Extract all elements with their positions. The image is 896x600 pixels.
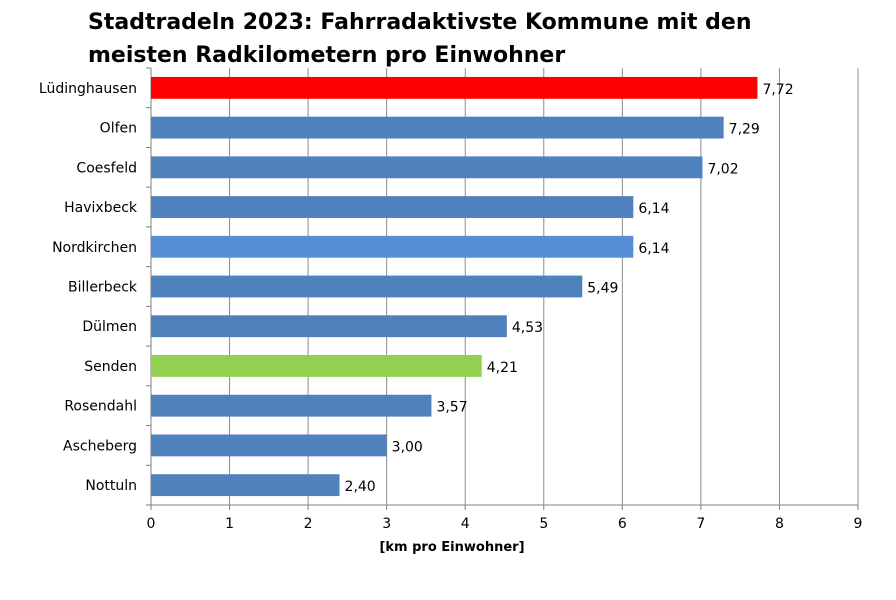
x-tick-label: 7: [696, 516, 705, 532]
x-tick-label: 6: [618, 516, 627, 532]
value-label: 3,00: [392, 439, 423, 455]
x-tick-label: 5: [539, 516, 548, 532]
category-label: Lüdinghausen: [39, 81, 137, 97]
bar: [151, 275, 583, 298]
category-label: Olfen: [100, 121, 137, 137]
category-label: Ascheberg: [63, 438, 137, 454]
value-label: 6,14: [638, 241, 669, 257]
bar: [151, 355, 482, 377]
value-label: 6,14: [638, 201, 669, 217]
category-label: Senden: [84, 359, 137, 375]
bar: [151, 434, 387, 457]
x-tick-label: 4: [461, 516, 470, 532]
category-label: Billerbeck: [68, 280, 138, 296]
value-label: 2,40: [345, 479, 376, 495]
bar: [151, 76, 758, 99]
x-tick-label: 0: [147, 516, 156, 532]
chart-title: Stadtradeln 2023: Fahrradaktivste Kommun…: [88, 10, 752, 68]
category-label: Coesfeld: [76, 160, 137, 176]
value-label: 7,72: [762, 82, 793, 98]
category-label: Nottuln: [85, 478, 137, 494]
x-tick-label: 8: [775, 516, 784, 532]
bar: [151, 116, 724, 139]
value-label: 4,21: [487, 360, 518, 376]
bar: [151, 315, 507, 338]
x-tick-label: 2: [304, 516, 313, 532]
bar: [151, 474, 340, 497]
bar: [151, 235, 634, 258]
value-label: 7,29: [729, 122, 760, 138]
x-tick-label: 3: [382, 516, 391, 532]
category-label: Rosendahl: [64, 399, 137, 415]
x-tick-label: 1: [225, 516, 234, 532]
category-label: Nordkirchen: [52, 240, 137, 256]
value-label: 7,02: [707, 161, 738, 177]
category-label: Havixbeck: [64, 200, 138, 216]
bar: [151, 394, 432, 417]
value-label: 3,57: [436, 400, 467, 416]
bar: [151, 156, 703, 179]
value-label: 4,53: [512, 320, 543, 336]
value-label: 5,49: [587, 281, 618, 297]
category-label: Dülmen: [82, 319, 137, 335]
bar: [151, 196, 634, 218]
x-tick-label: 9: [854, 516, 863, 532]
x-axis-label: [km pro Einwohner]: [379, 540, 525, 555]
